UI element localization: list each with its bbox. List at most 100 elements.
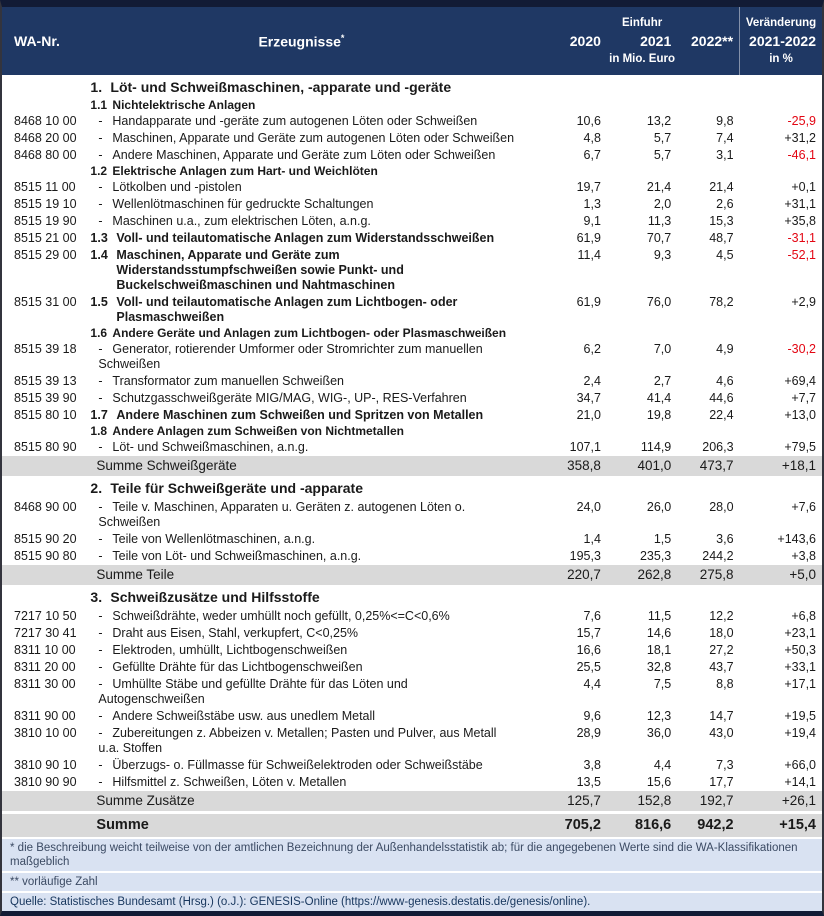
change-percent-cell: +7,6 [791,500,816,514]
wa-number-cell: 8515 11 00 [14,180,76,194]
product-cell: 1.2 Elektrische Anlagen zum Hart- und Wei… [88,164,514,179]
product-label: Elektroden, umhüllt, Lichtbogenschweißen [112,643,348,657]
value-2022-cell: 942,2 [677,811,740,837]
product-cell: - Wellenlötmaschinen für gedruckte Schalt… [88,196,514,213]
wa-number-cell: 8515 90 20 [14,532,77,546]
value-2022-cell: 21,4 [709,180,734,194]
value-2020-cell: 28,9 [576,726,601,740]
value-2022-cell [677,75,739,98]
product-label: Andere Maschinen zum Schweißen und Sprit… [116,408,484,422]
value-2020-cell: 1,3 [583,197,601,211]
header-group-einfuhr: Einfuhr [606,7,678,29]
value-2021-cell: 18,1 [646,643,672,657]
value-2022-cell: 14,7 [709,709,734,723]
header-units-row: in Mio. Euro in % [2,53,822,75]
value-2020-cell: 195,3 [569,549,601,563]
product-label: Schweißdrähte, weder umhüllt noch gefüll… [112,609,450,623]
value-2022-cell: 7,3 [716,758,734,772]
product-cell: - Zubereitungen z. Abbeizen v. Metallen; … [88,725,514,757]
header-2022: 2022** [677,29,740,53]
footnote-marker: * [340,32,345,43]
value-2020-cell: 220,7 [514,565,607,585]
value-2022-cell: 44,6 [709,391,734,405]
value-2022-cell: 7,4 [716,131,734,145]
value-2022-cell: 27,2 [709,643,734,657]
dash-bullet: - [98,709,103,723]
product-cell: 3. Schweißzusätze und Hilfsstoffe [88,585,514,608]
value-2020-cell [514,98,606,113]
subsection-row: 1.8 Andere Anlagen zum Schweißen von Nich… [2,424,822,439]
value-2020-cell: 19,7 [576,180,601,194]
product-cell: - Generator, rotierender Umformer oder St… [88,341,514,373]
value-2022-cell: 78,2 [709,295,734,309]
value-2020-cell: 358,8 [514,456,607,476]
value-2021-cell: 152,8 [606,791,678,813]
value-2021-cell: 19,8 [646,408,672,422]
product-label: Summe Zusätze [96,793,195,808]
header-spacer [2,7,607,29]
bolditem-row: 8515 21 00 1.3 Voll- und teilautomatische … [2,230,822,247]
footnote-description: * die Beschreibung weicht teilweise von … [2,839,822,873]
product-cell: Summe [88,811,515,837]
product-label: Andere Geräte und Anlagen zum Lichtbogen… [112,326,507,340]
item-row: 7217 30 41 - Draht aus Eisen, Stahl, verku… [2,625,822,642]
product-cell: 1.5 Voll- und teilautomatische Anlagen zu… [88,294,514,326]
dash-bullet: - [98,500,103,514]
change-percent-cell: +33,1 [784,660,816,674]
value-2021-cell [607,75,677,98]
dash-bullet: - [98,549,103,563]
value-2022-cell: 4,6 [716,374,734,388]
value-2021-cell: 36,0 [646,726,672,740]
product-cell: - Maschinen u.a., zum elektrischen Löten,… [88,213,514,230]
change-percent-cell: +23,1 [784,626,816,640]
value-2021-cell [607,424,677,439]
wa-number-cell: 8468 10 00 [14,114,77,128]
item-row: 8515 90 80 - Teile von Löt- und Schweißmas… [2,548,822,565]
product-cell: - Handapparate und -geräte zum autogenen … [88,113,514,130]
product-cell: - Teile v. Maschinen, Apparaten u. Geräte… [88,499,514,531]
value-2021-cell: 12,3 [646,709,672,723]
wa-number-cell [2,456,89,476]
product-cell: - Löt- und Schweißmaschinen, a.n.g. [88,439,514,456]
wa-number-cell: 8468 20 00 [14,131,77,145]
wa-number-cell: 8515 39 18 [14,342,77,356]
header-wa-nr: WA-Nr. [2,29,89,53]
product-label: Löt- und Schweißmaschinen, a.n.g. [112,440,309,454]
change-percent-cell [740,424,822,439]
item-row: 3810 90 90 - Hilfsmittel z. Schweißen, Löt… [2,774,822,791]
product-label: Transformator zum manuellen Schweißen [112,374,344,388]
dash-bullet: - [98,114,103,128]
product-label: Überzugs- o. Füllmasse für Schweißelektr… [112,758,483,772]
dash-bullet: - [98,609,103,623]
change-percent-cell [740,164,822,179]
sum-row: Summe Teile 220,7 262,8 275,8 +5,0 [2,565,822,585]
value-2020-cell [514,326,606,341]
dash-bullet: - [98,758,103,772]
change-percent-cell: +69,4 [784,374,816,388]
value-2022-cell: 192,7 [677,791,740,813]
value-2022-cell: 206,3 [702,440,734,454]
product-label: Teile von Löt- und Schweißmaschinen, a.n… [112,549,362,563]
product-label: Elektrische Anlagen zum Hart- und Weichl… [112,164,378,178]
change-percent-cell: +13,0 [784,408,816,422]
item-row: 8468 20 00 - Maschinen, Apparate und Gerät… [2,130,822,147]
value-2020-cell: 125,7 [514,791,607,813]
item-number: 1.1 [90,98,108,112]
product-cell: - Draht aus Eisen, Stahl, verkupfert, C<0… [88,625,514,642]
item-number: 2. [90,480,103,496]
item-row: 8515 39 18 - Generator, rotierender Umform… [2,341,822,373]
value-2021-cell: 2,7 [653,374,672,388]
item-row: 8515 19 10 - Wellenlötmaschinen für gedruc… [2,196,822,213]
value-2021-cell: 9,3 [653,248,672,262]
item-number: 1.6 [90,326,108,340]
product-cell: Summe Schweißgeräte [88,456,515,476]
dash-bullet: - [98,440,103,454]
header-erzeugnisse-label: Erzeugnisse [258,33,341,50]
header-2020: 2020 [514,29,607,53]
value-2020-cell: 3,8 [583,758,601,772]
item-number: 1.8 [90,424,108,438]
value-2022-cell: 4,5 [716,248,734,262]
value-2021-cell [607,98,677,113]
wa-number-cell [2,75,88,98]
wa-number-cell [2,811,89,837]
